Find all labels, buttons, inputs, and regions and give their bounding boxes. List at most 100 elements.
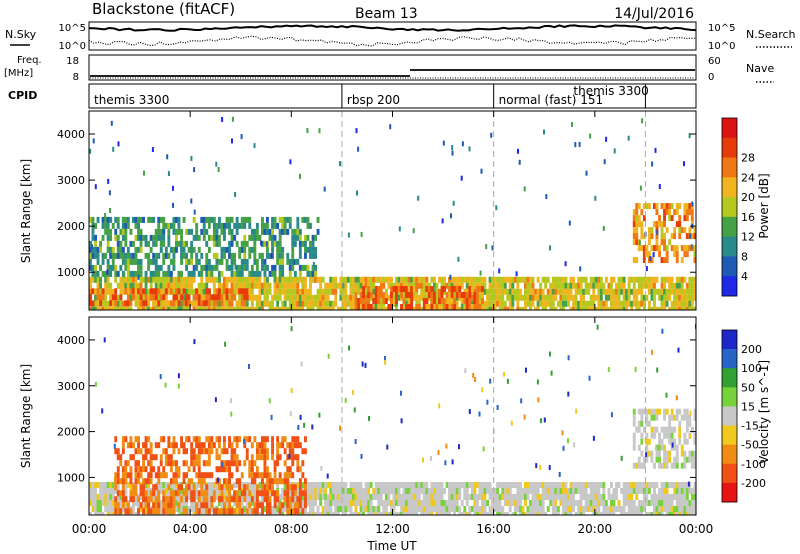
power-speckle	[690, 244, 693, 250]
velocity-speckle	[520, 398, 523, 404]
velocity-cell	[233, 496, 237, 503]
velocity-cell	[230, 484, 234, 491]
velocity-cell	[529, 500, 532, 506]
power-cell	[144, 300, 148, 307]
power-cell	[544, 276, 548, 283]
power-cell	[152, 234, 156, 241]
power-cell	[263, 300, 267, 307]
velocity-cell	[109, 482, 113, 488]
velocity-cell	[445, 506, 449, 512]
velocity-cell	[192, 484, 196, 491]
power-cell	[448, 292, 451, 298]
velocity-cell	[207, 482, 211, 488]
power-cell	[316, 216, 320, 223]
power-cell	[205, 300, 209, 307]
velocity-cell	[253, 508, 257, 515]
velocity-cell	[286, 502, 290, 509]
power-cell	[311, 300, 315, 307]
velocity-cell	[207, 460, 211, 467]
power-cell	[572, 300, 575, 307]
velocity-cell	[144, 442, 148, 449]
velocity-cell	[197, 466, 201, 473]
velocity-cell	[304, 484, 307, 491]
velocity-cell	[182, 494, 186, 500]
velocity-cell	[465, 494, 469, 500]
power-cell	[255, 222, 259, 229]
velocity-cell	[632, 432, 636, 439]
power-speckle	[240, 134, 243, 140]
power-cell	[104, 216, 108, 223]
power-cell	[407, 300, 411, 307]
velocity-cell	[121, 490, 125, 497]
power-cell	[172, 282, 176, 289]
power-cell	[293, 294, 297, 301]
power-cell	[218, 276, 221, 283]
power-cell	[240, 240, 244, 247]
velocity-cell	[562, 512, 565, 515]
power-cell	[678, 276, 682, 283]
velocity-cell	[233, 508, 237, 515]
velocity-cell	[218, 436, 221, 443]
velocity-cell	[228, 460, 231, 467]
velocity-cell	[255, 466, 259, 473]
velocity-cell	[243, 506, 247, 512]
power-cell	[367, 292, 371, 298]
power-cell	[129, 294, 133, 301]
power-cell	[159, 276, 163, 283]
velocity-cell	[94, 500, 97, 506]
power-cell	[116, 300, 120, 307]
power-cell	[589, 300, 593, 307]
velocity-cell	[281, 494, 285, 500]
velocity-cell	[688, 450, 692, 457]
velocity-cell	[225, 484, 229, 491]
power-speckle	[172, 202, 174, 208]
velocity-cell	[660, 438, 664, 445]
power-cell	[344, 294, 348, 301]
velocity-cell	[157, 478, 161, 485]
velocity-cell	[164, 502, 168, 509]
velocity-cell	[261, 484, 264, 491]
power-cell	[438, 292, 441, 298]
power-cell	[129, 282, 133, 289]
power-cell	[493, 294, 497, 301]
power-cell	[202, 234, 206, 241]
power-cell	[177, 282, 181, 289]
velocity-cell	[450, 506, 454, 512]
velocity-cell	[197, 496, 201, 503]
power-cell	[685, 306, 689, 310]
power-cell	[341, 306, 345, 310]
velocity-speckle	[575, 408, 578, 414]
power-cell	[331, 300, 335, 307]
power-cell	[197, 246, 201, 253]
power-speckle	[123, 272, 126, 278]
power-cell	[412, 286, 416, 292]
power-speckle	[265, 241, 268, 247]
power-cell	[119, 252, 123, 259]
power-cell	[293, 288, 297, 295]
velocity-cell	[544, 494, 548, 500]
velocity-cell	[218, 466, 221, 473]
power-cell	[243, 222, 247, 229]
power-cell	[187, 258, 191, 265]
power-cell	[476, 304, 479, 310]
velocity-cell	[149, 466, 153, 473]
power-cell	[546, 300, 550, 307]
power-cell	[99, 300, 102, 307]
velocity-cell	[326, 482, 330, 488]
power-cell	[291, 246, 295, 253]
power-cell	[248, 216, 252, 223]
velocity-cell	[304, 496, 307, 503]
velocity-cell	[660, 506, 664, 512]
power-cell	[599, 276, 603, 283]
power-cell	[647, 276, 651, 283]
power-cell	[673, 251, 677, 258]
velocity-cell	[688, 420, 692, 427]
power-cell	[438, 304, 441, 310]
velocity-cell	[91, 494, 95, 500]
power-speckle	[602, 225, 605, 231]
power-speckle	[645, 266, 648, 272]
velocity-cell	[336, 500, 340, 506]
velocity-cell	[647, 450, 651, 457]
power-cell	[230, 282, 234, 289]
power-cell	[663, 215, 666, 222]
